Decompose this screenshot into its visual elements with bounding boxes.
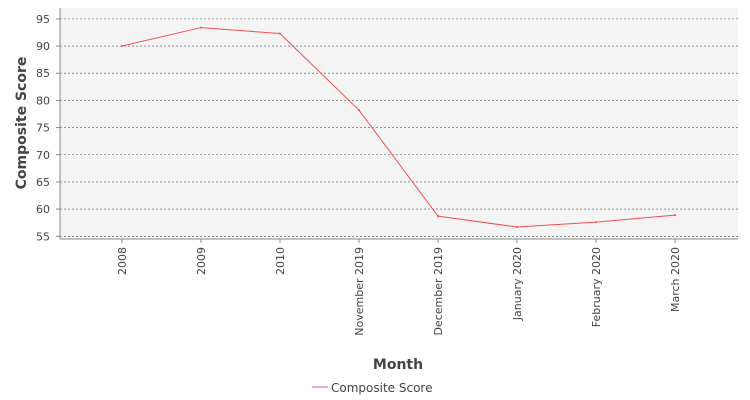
y-tick-label: 70 <box>36 149 50 162</box>
x-tick-label: February 2020 <box>590 247 603 327</box>
y-tick-label: 80 <box>36 94 50 107</box>
x-tick-label: 2008 <box>116 247 129 275</box>
y-axis-title: Composite Score <box>14 57 30 190</box>
x-tick-label: November 2019 <box>353 247 366 336</box>
data-point <box>200 26 202 29</box>
y-tick-label: 90 <box>36 40 50 53</box>
y-tick-label: 85 <box>36 67 50 80</box>
plot-area <box>60 8 738 239</box>
x-tick-label: 2010 <box>274 247 287 275</box>
y-tick-label: 95 <box>36 13 50 26</box>
x-tick-label: January 2020 <box>511 247 524 321</box>
x-axis-title: Month <box>373 357 423 373</box>
data-point <box>358 109 360 112</box>
x-axis-ticks: 2008 2009 2010 November 2019 December 2019 Ja… <box>116 239 682 336</box>
data-point <box>674 214 676 217</box>
series-lines <box>121 26 676 229</box>
y-tick-label: 75 <box>36 122 50 135</box>
data-point <box>279 32 281 35</box>
x-tick-label: March 2020 <box>669 247 682 312</box>
y-axis-ticks: 55 60 65 70 75 80 85 90 95 <box>36 13 60 243</box>
data-point <box>595 221 597 224</box>
gridlines <box>60 18 738 237</box>
data-point <box>516 226 518 229</box>
y-tick-label: 60 <box>36 203 50 216</box>
legend-label: Composite Score <box>331 381 432 395</box>
x-tick-label: 2009 <box>195 247 208 275</box>
y-tick-label: 65 <box>36 176 50 189</box>
x-tick-label: December 2019 <box>432 247 445 336</box>
series-line <box>121 27 676 228</box>
data-point <box>121 45 123 48</box>
y-tick-label: 55 <box>36 230 50 243</box>
data-point <box>437 215 439 218</box>
legend: Composite Score <box>312 381 432 395</box>
